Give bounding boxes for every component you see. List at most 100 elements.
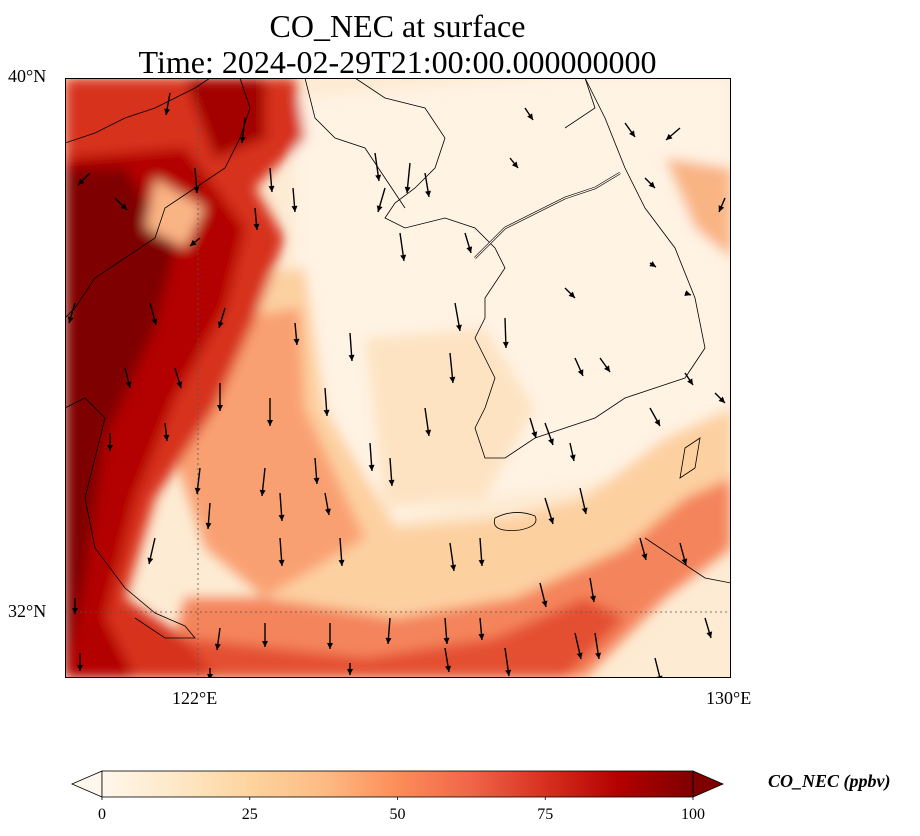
wind-arrow [262,623,268,647]
wind-arrow [424,407,432,437]
wind-arrow [684,372,694,386]
wind-arrow [324,492,331,516]
colorbar [70,770,725,800]
wind-arrow [599,357,611,373]
wind-arrow [589,577,596,603]
wind-arrow [107,433,113,451]
colorbar-label: CO_NEC (ppbv) [768,771,891,791]
wind-vectors [67,92,726,678]
wind-arrow [569,442,576,462]
coastlines [65,78,731,639]
wind-arrow [644,177,656,189]
wind-arrow [338,537,345,567]
colorbar-tick-50: 50 [389,806,406,823]
wind-arrow [67,302,76,324]
wind-arrow [714,392,726,404]
wind-arrow [649,261,657,268]
wind-arrow [449,542,457,572]
colorbar-tick-100: 100 [681,806,705,823]
wind-arrow [114,197,128,211]
lon-tick-122: 122°E [172,688,218,708]
wind-arrow [509,157,519,169]
wind-arrow [388,457,395,487]
wind-arrow [718,197,726,213]
wind-arrow [291,187,298,213]
wind-arrow [147,537,156,565]
wind-arrow [524,107,534,121]
wind-arrow [327,623,333,649]
wind-arrow [189,237,201,247]
wind-arrow [149,302,158,326]
wind-arrow [267,398,273,426]
wind-arrow [454,302,462,332]
wind-arrow [194,467,201,495]
wind-arrow [579,487,588,515]
concentration-field [65,78,731,678]
colorbar-max-extend [692,770,725,798]
lat-tick-32: 32°N [8,601,47,621]
wind-arrow [544,422,554,446]
wind-arrow [679,542,688,566]
colorbar-gradient [102,771,693,797]
wind-arrow [193,167,200,194]
wind-arrow [268,167,275,193]
wind-arrow [253,207,260,231]
wind-arrow [564,287,576,299]
wind-arrow [77,653,83,671]
wind-arrow [502,317,509,349]
wind-arrow [259,467,266,497]
wind-arrow [217,383,223,411]
wind-arrow [594,632,602,660]
wind-arrow [704,617,713,639]
wind-arrow [217,307,226,329]
wind-arrow [399,232,407,262]
wind-arrow [376,187,386,213]
wind-arrow [444,647,451,673]
colorbar-min-extend [70,770,103,798]
map-panel [65,78,731,678]
map-subtitle-time: Time: 2024-02-29T21:00:00.000000000 [138,44,657,80]
wind-arrow [574,357,584,377]
wind-arrow [639,537,648,561]
co-field-map [65,78,731,678]
map-frame [65,78,731,678]
wind-arrow [504,647,512,677]
wind-arrow [464,232,473,254]
wind-arrow [348,332,355,362]
wind-arrow [323,387,330,417]
wind-arrow [163,422,170,442]
wind-arrow [347,663,353,675]
map-title: CO_NEC at surface [269,8,526,44]
wind-arrow [278,492,285,522]
wind-arrow [624,122,636,138]
wind-arrow [239,117,246,144]
colorbar-tick-0: 0 [98,806,106,823]
wind-arrow [72,598,78,614]
wind-arrow [424,172,431,198]
wind-arrow [684,290,692,296]
wind-arrow [478,537,485,567]
gridlines [65,78,731,678]
lon-tick-130: 130°E [706,688,752,708]
colorbar-tick-25: 25 [241,806,258,823]
wind-arrow [449,352,456,384]
wind-arrow [214,627,221,651]
wind-arrow [174,367,183,389]
wind-arrow [313,457,320,485]
wind-arrow [278,537,285,567]
wind-arrow [385,617,392,645]
wind-arrow [478,617,485,641]
wind-arrow [539,582,548,608]
wind-arrow [293,322,300,346]
wind-arrow [404,162,411,194]
colorbar-tick-75: 75 [537,806,554,823]
wind-arrow [205,502,212,530]
wind-arrow [368,442,375,472]
wind-arrow [544,497,555,525]
wind-arrow [529,417,538,439]
wind-arrow [665,127,681,141]
wind-arrow [164,92,171,116]
lat-tick-40: 40°N [8,66,47,86]
wind-arrow [374,152,382,182]
wind-arrow [124,367,132,389]
